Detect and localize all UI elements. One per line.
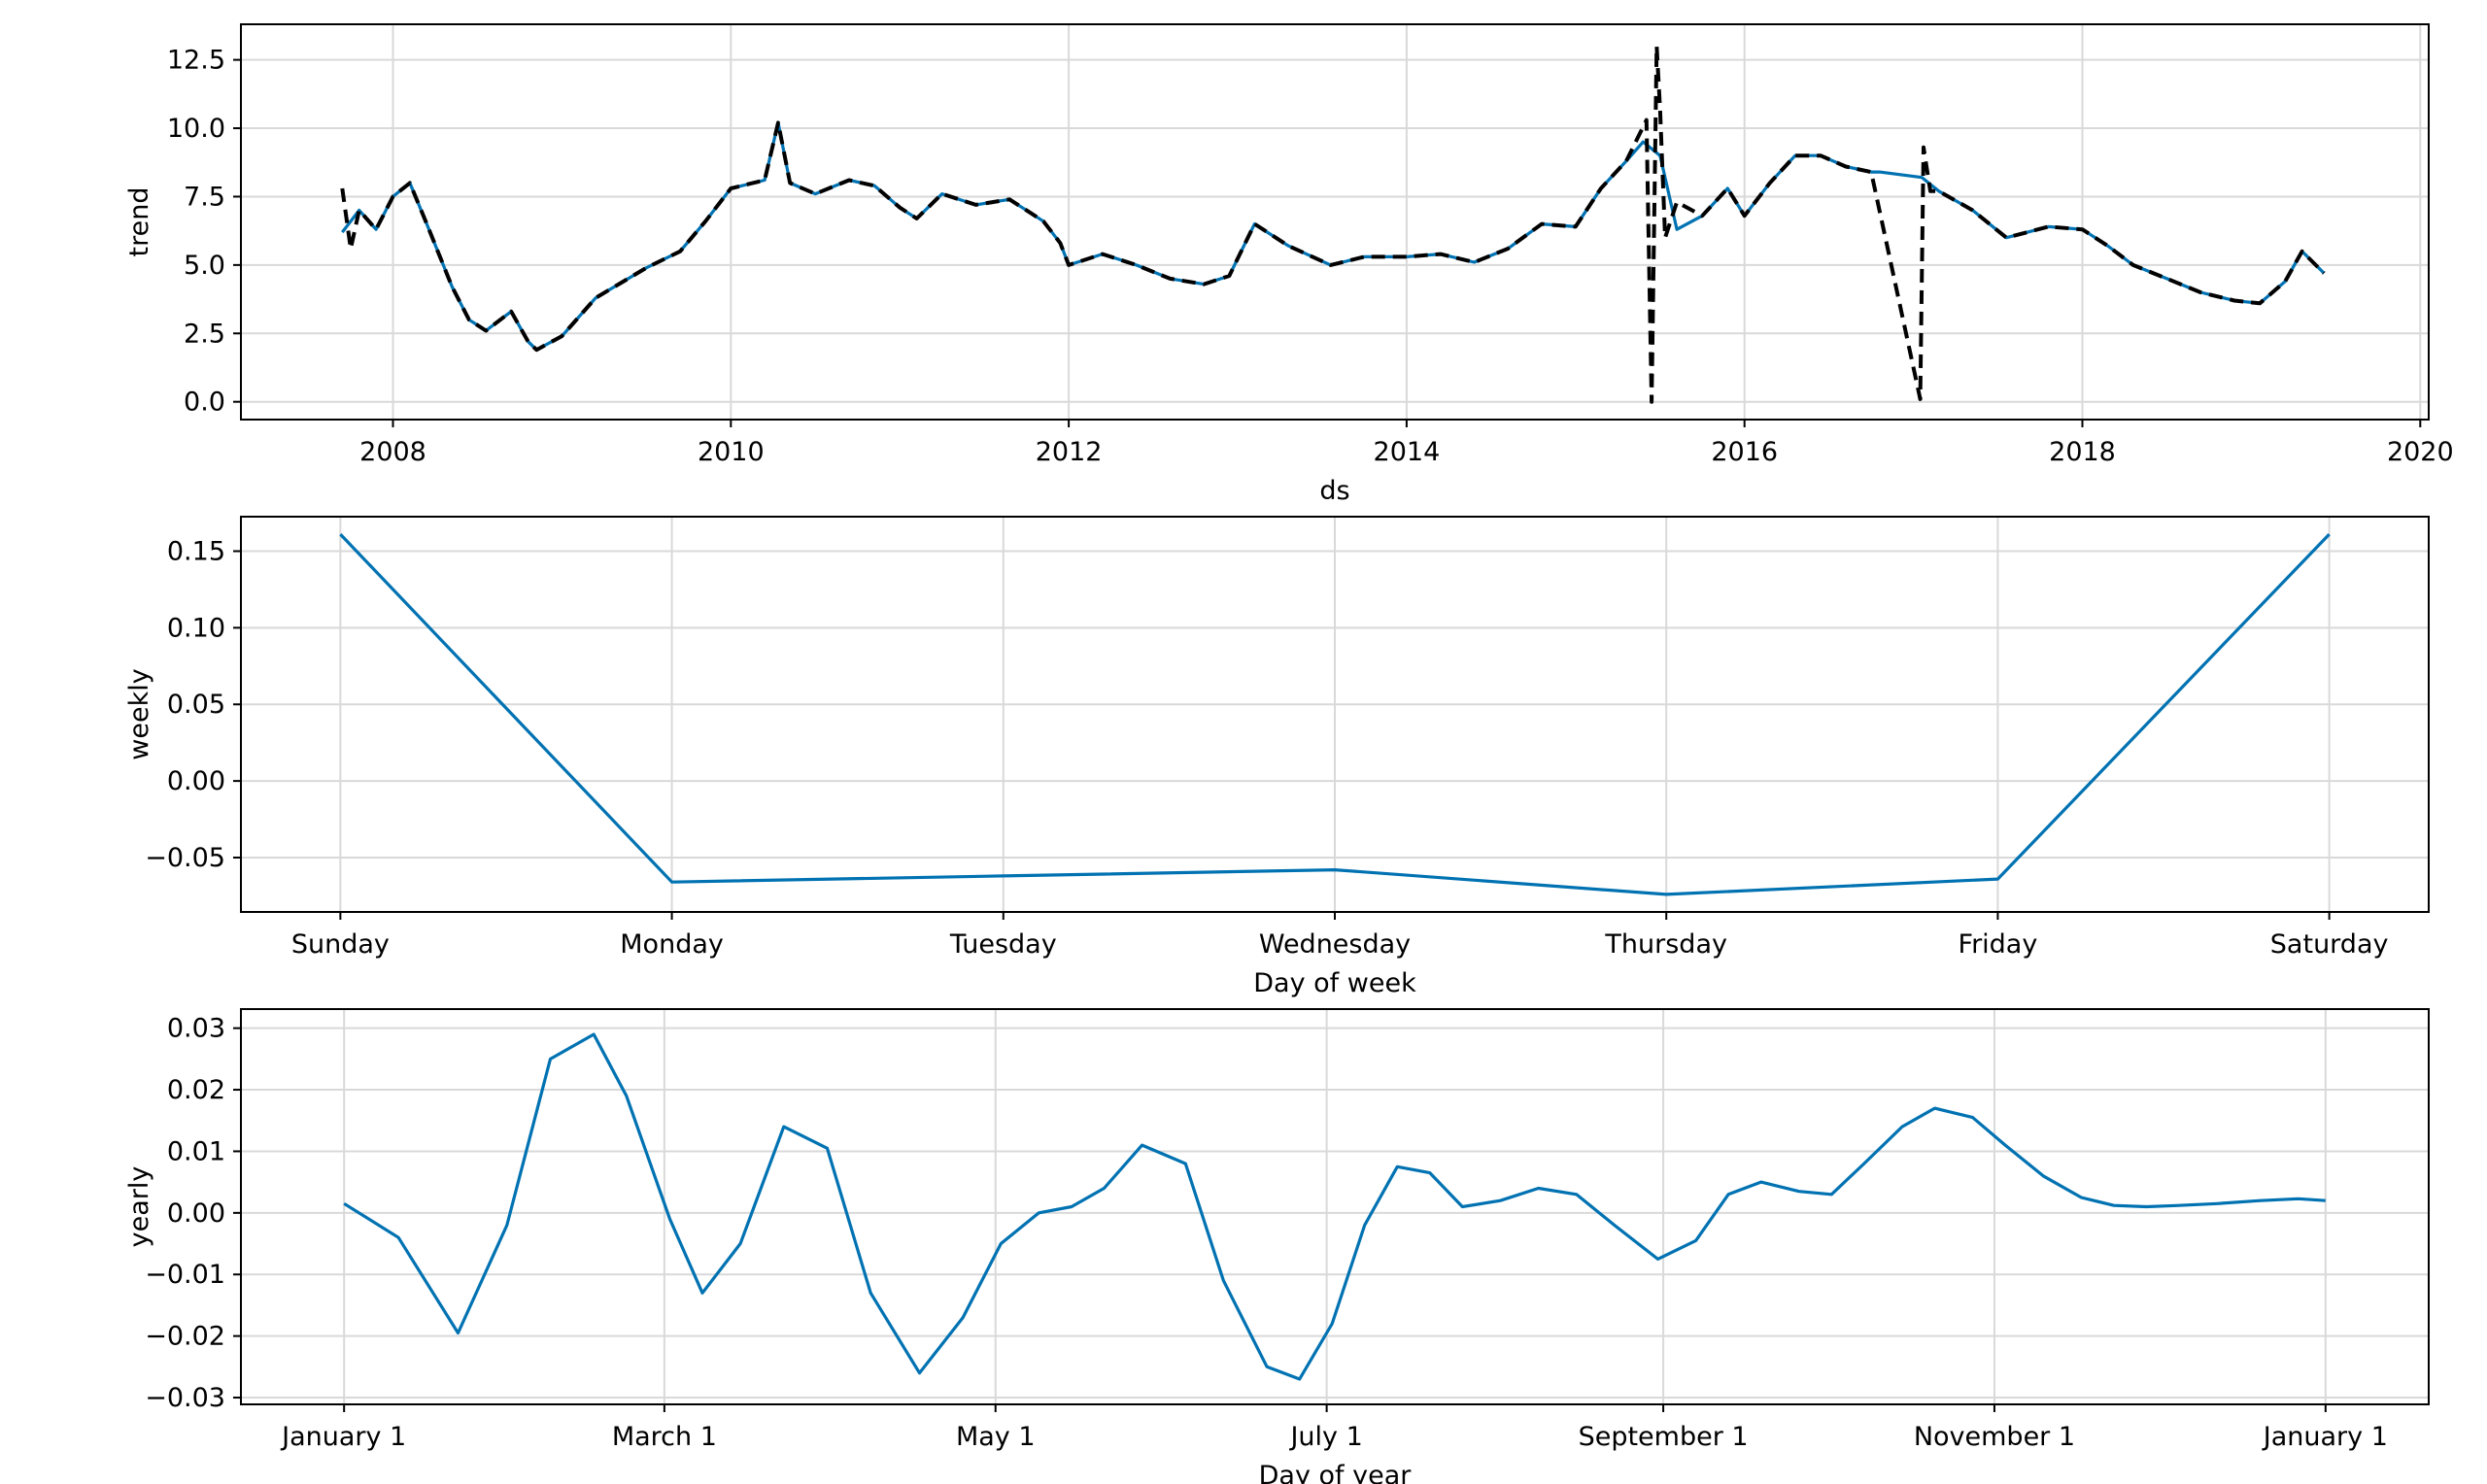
y-tick-label: 0.00 <box>167 766 225 796</box>
y-tick-label: 5.0 <box>184 251 225 281</box>
x-tick-label: 2008 <box>359 437 426 467</box>
x-tick-label: March 1 <box>612 1422 717 1452</box>
y-tick-label: 0.0 <box>184 388 225 418</box>
y-axis-label: yearly <box>124 1166 154 1248</box>
trend-panel: 2008 2010 2012 2014 2016 2018 2020 0.0 2.5 5.0 7.5… <box>124 23 2454 506</box>
x-axis-label: Day of year <box>1259 1461 1413 1484</box>
x-tick-label: January 1 <box>280 1422 406 1452</box>
x-tick-label: July 1 <box>1288 1422 1362 1452</box>
trend-fitted-line <box>341 120 2326 352</box>
y-tick-label: 0.03 <box>167 1014 225 1044</box>
x-tick-label: Sunday <box>291 929 390 960</box>
weekly-panel: Sunday Monday Tuesday Wednesday Thursday Frid… <box>124 516 2430 998</box>
y-tick-label: 0.05 <box>167 690 225 720</box>
x-tick-label: November 1 <box>1914 1422 2075 1452</box>
x-axis-label: ds <box>1319 476 1349 506</box>
y-tick-label: 0.00 <box>167 1198 225 1229</box>
yearly-panel: January 1 March 1 May 1 July 1 September 1 No… <box>124 1008 2430 1484</box>
series-group <box>340 44 2326 404</box>
y-tick-label: 0.02 <box>167 1075 225 1105</box>
x-tick-label: Saturday <box>2270 929 2389 960</box>
series-group <box>343 1032 2326 1381</box>
x-tick-label: May 1 <box>956 1422 1036 1452</box>
y-tick-label: 0.10 <box>167 613 225 643</box>
x-tick-label: 2018 <box>2049 437 2116 467</box>
y-tick-label: −0.05 <box>145 843 225 873</box>
trend-dashed-line <box>340 44 2326 404</box>
y-tick-label: −0.01 <box>145 1260 225 1290</box>
y-tick-label: −0.03 <box>145 1383 225 1413</box>
x-tick-label: 2016 <box>1711 437 1778 467</box>
weekly-line <box>339 532 2331 896</box>
plot-frame <box>240 23 2430 421</box>
series-group <box>339 532 2331 896</box>
x-tick-label: Tuesday <box>949 929 1057 960</box>
x-tick-label: Wednesday <box>1259 929 1411 960</box>
plot-frame <box>240 1008 2430 1405</box>
yearly-line <box>343 1032 2326 1381</box>
y-tick-label: 0.15 <box>167 536 225 566</box>
x-tick-label: Monday <box>620 929 724 960</box>
x-axis-label: Day of week <box>1253 968 1416 998</box>
x-tick-label: 2012 <box>1036 437 1103 467</box>
x-tick-label: 2014 <box>1374 437 1441 467</box>
x-tick-label: 2020 <box>2387 437 2454 467</box>
x-tick-label: September 1 <box>1579 1422 1749 1452</box>
y-tick-label: −0.02 <box>145 1322 225 1352</box>
y-tick-label: 0.01 <box>167 1136 225 1166</box>
x-tick-label: Thursday <box>1604 929 1727 960</box>
y-tick-label: 7.5 <box>184 182 225 212</box>
y-axis-label: trend <box>124 187 154 257</box>
y-tick-label: 10.0 <box>167 114 225 144</box>
y-axis-label: weekly <box>124 668 154 759</box>
x-tick-label: January 1 <box>2262 1422 2388 1452</box>
x-tick-label: Friday <box>1959 929 2038 960</box>
y-tick-label: 2.5 <box>184 319 225 349</box>
y-tick-label: 12.5 <box>167 46 225 76</box>
x-tick-label: 2010 <box>698 437 765 467</box>
